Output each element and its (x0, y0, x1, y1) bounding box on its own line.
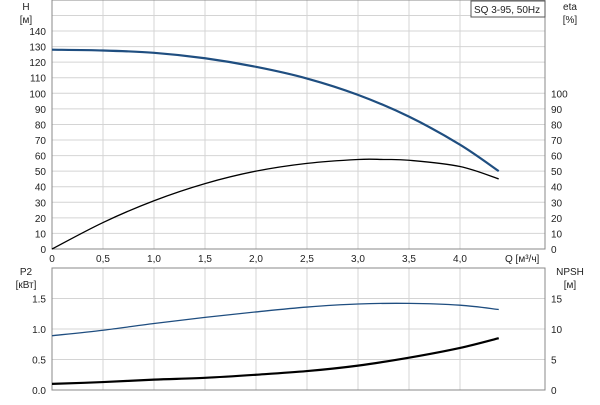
y2-tick-label-npsh: 0 (551, 386, 557, 397)
y-tick-label-p2: 0.5 (32, 356, 46, 367)
y2-tick-label-npsh: 5 (551, 356, 557, 367)
y-tick-label-h: 70 (35, 136, 47, 147)
y-tick-label-h: 100 (29, 89, 46, 100)
y-tick-label-h: 10 (35, 229, 47, 240)
title-box (470, 0, 546, 18)
series-lines (51, 48, 500, 385)
y2-tick-label-eta: 90 (551, 105, 563, 116)
x-tick-label: 3,0 (351, 254, 365, 265)
y-tick-label-h: 20 (35, 214, 47, 225)
x-tick-label: 3,5 (402, 254, 416, 265)
y-tick-label-p2: 1.5 (32, 295, 46, 306)
y-tick-label-h: 140 (29, 27, 46, 38)
y-tick-label-h: 110 (30, 74, 46, 85)
bottom-grid (52, 268, 545, 390)
x-axis-label-q: Q [м³/ч] (505, 254, 540, 265)
y2-axis-label-npsh: NPSH (556, 267, 584, 278)
y-tick-label-h: 40 (35, 183, 47, 194)
y2-tick-label-eta: 40 (551, 183, 563, 194)
y2-tick-label-eta: 100 (551, 89, 568, 100)
x-tick-label: 1,0 (147, 254, 161, 265)
y2-tick-label-eta: 60 (551, 152, 563, 163)
y-tick-label-h: 80 (35, 120, 47, 131)
tick-labels: 0 0,5 1,0 1,5 2,0 2,5 3,0 3,5 4,0010203040506070… (29, 27, 568, 397)
y2-axis-label-eta: eta (563, 2, 577, 13)
top-grid (52, 0, 545, 249)
y-tick-label-h: 50 (35, 167, 47, 178)
x-tick-label: 1,5 (198, 254, 212, 265)
x-tick-label: 2,0 (249, 254, 263, 265)
eta-curve (51, 158, 499, 250)
y-tick-label-h: 30 (35, 198, 47, 209)
y2-tick-label-eta: 50 (551, 167, 563, 178)
top-plot-frame (51, 0, 546, 250)
y2-tick-label-eta: 30 (551, 198, 563, 209)
bottom-plot-frame (51, 267, 546, 391)
y-axis-unit-h: [м] (20, 15, 33, 26)
y2-axis-unit-eta: [%] (563, 15, 578, 26)
x-tick-label: 2,5 (300, 254, 314, 265)
y2-tick-label-eta: 0 (551, 245, 557, 256)
y-tick-label-h: 0 (40, 245, 46, 256)
y-axis-unit-p2: [кВт] (16, 280, 37, 291)
y-axis-label-h: H (22, 2, 29, 13)
npsh-curve (51, 337, 500, 385)
y2-tick-label-eta: 70 (551, 136, 563, 147)
y-tick-label-p2: 1.0 (32, 325, 46, 336)
y-tick-label-h: 130 (29, 43, 46, 54)
y-tick-label-h: 60 (35, 152, 47, 163)
y2-tick-label-npsh: 10 (551, 325, 563, 336)
h-curve (51, 48, 500, 173)
y-axis-label-p2: P2 (20, 267, 33, 278)
y2-tick-label-eta: 80 (551, 120, 563, 131)
y-tick-label-h: 90 (35, 105, 47, 116)
x-tick-label: 0,5 (96, 254, 110, 265)
x-tick-label: 4,0 (453, 254, 467, 265)
y2-tick-label-eta: 10 (551, 229, 563, 240)
y-tick-label-p2: 0.0 (32, 386, 46, 397)
p2-curve (51, 302, 499, 337)
y2-tick-label-eta: 20 (551, 214, 563, 225)
y2-axis-unit-npsh: [м] (564, 280, 577, 291)
y-tick-label-h: 120 (29, 58, 46, 69)
chart-title: SQ 3-95, 50Hz (474, 5, 540, 16)
y2-tick-label-npsh: 15 (551, 295, 563, 306)
x-tick-label: 0 (49, 254, 55, 265)
